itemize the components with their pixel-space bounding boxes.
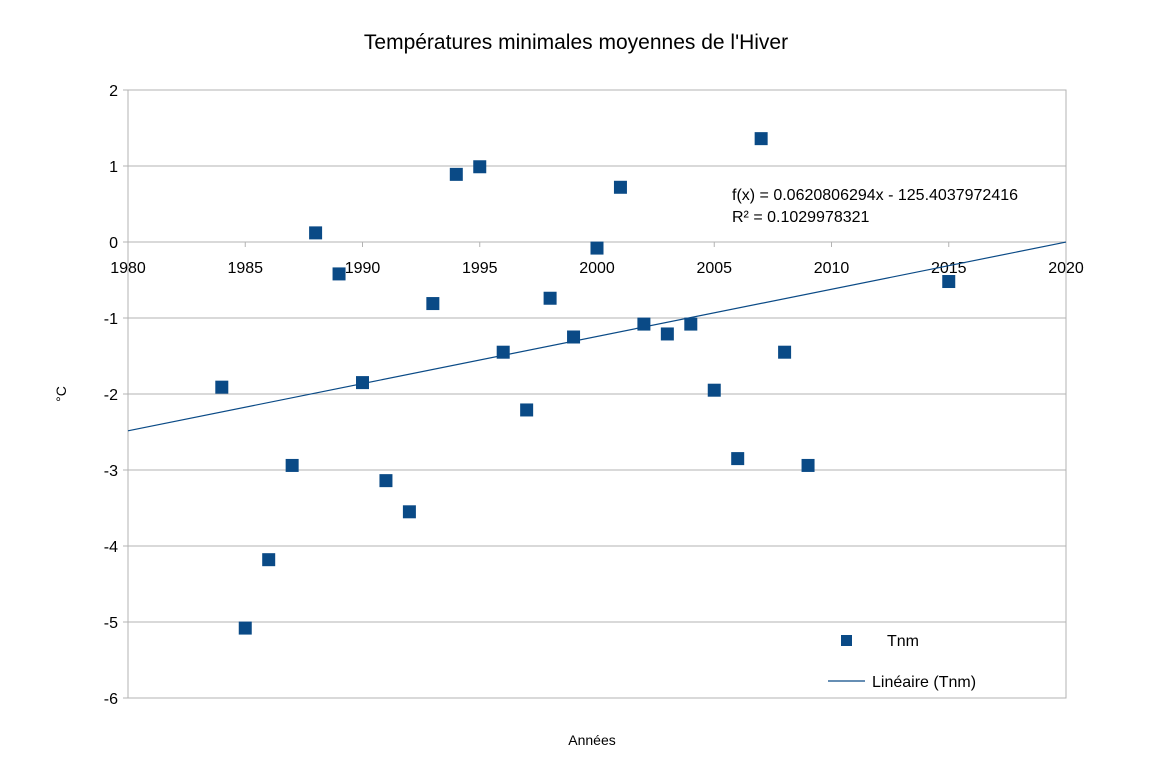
y-tick-label: -2 — [104, 387, 118, 404]
x-tick-label: 2000 — [579, 260, 615, 277]
data-point — [379, 474, 393, 488]
data-point — [262, 553, 276, 567]
data-points — [215, 132, 956, 635]
chart-title: Températures minimales moyennes de l'Hiv… — [364, 31, 788, 54]
data-point — [356, 376, 369, 390]
data-point — [707, 383, 721, 397]
data-point — [778, 345, 792, 359]
data-point — [215, 380, 229, 394]
data-point — [402, 505, 416, 519]
y-tick-label: -4 — [104, 539, 118, 556]
legend-marker-tnm — [841, 635, 852, 646]
data-point — [543, 291, 557, 305]
data-point — [754, 132, 768, 146]
legend: Tnm Linéaire (Tnm) — [828, 633, 976, 691]
x-tick-label: 2005 — [696, 260, 732, 277]
data-point — [332, 267, 346, 281]
x-axis-ticks: 1980 1985 1990 1995 2000 2005 2010 2015 2020 — [110, 242, 1084, 277]
trendline-r-squared: R² = 0.1029978321 — [732, 209, 870, 226]
data-point — [426, 297, 440, 311]
x-tick-label: 2020 — [1048, 260, 1084, 277]
data-point — [801, 458, 815, 472]
x-axis-label: Années — [568, 732, 615, 748]
x-tick-label: 1990 — [345, 260, 381, 277]
x-tick-label: 1980 — [110, 260, 146, 277]
y-tick-label: -1 — [104, 311, 118, 328]
x-tick-label: 1985 — [227, 260, 263, 277]
data-point — [520, 403, 534, 417]
data-point — [449, 167, 463, 181]
data-point — [285, 458, 299, 472]
data-point — [496, 345, 510, 359]
y-axis-label: °C — [53, 386, 69, 402]
gridlines — [128, 89, 1066, 699]
y-tick-label: -6 — [104, 691, 118, 708]
x-tick-label: 2010 — [814, 260, 850, 277]
y-tick-label: -5 — [104, 615, 118, 632]
y-tick-label: 2 — [109, 83, 118, 100]
data-point — [309, 226, 323, 240]
y-tick-label: 1 — [109, 159, 118, 176]
y-tick-label: -3 — [104, 463, 118, 480]
data-point — [731, 452, 745, 466]
data-point — [613, 180, 627, 194]
data-point — [238, 621, 252, 635]
data-point — [660, 327, 674, 341]
y-axis-ticks: 2 1 0 -1 -2 -3 -4 -5 -6 — [104, 83, 128, 708]
data-point — [590, 241, 604, 255]
data-point — [684, 317, 698, 331]
trendline-equation: f(x) = 0.0620806294x - 125.4037972416 — [732, 187, 1018, 204]
data-point — [473, 160, 487, 174]
x-tick-label: 1995 — [462, 260, 498, 277]
legend-label-trendline: Linéaire (Tnm) — [872, 674, 976, 691]
y-tick-label: 0 — [109, 235, 118, 252]
linear-trendline — [127, 241, 1067, 432]
data-point — [567, 330, 581, 344]
data-point — [942, 275, 956, 289]
legend-label-tnm: Tnm — [887, 633, 919, 650]
data-point — [637, 317, 651, 331]
